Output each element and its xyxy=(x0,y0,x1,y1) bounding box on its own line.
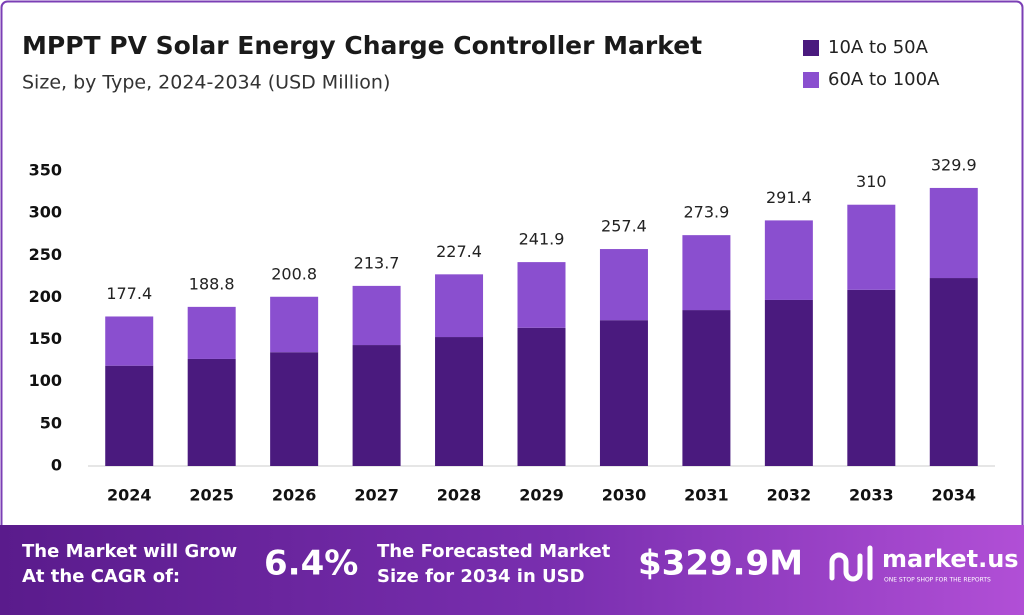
bar-segment xyxy=(105,316,154,366)
total-label: 257.4 xyxy=(601,217,647,236)
chart-title: MPPT PV Solar Energy Charge Controller M… xyxy=(22,31,702,60)
brand-name: market.us xyxy=(882,545,1019,573)
legend-label: 60A to 100A xyxy=(828,69,940,90)
bar-segment xyxy=(270,352,319,466)
bar-segment xyxy=(682,235,731,311)
x-tick-label: 2034 xyxy=(932,486,977,505)
y-tick-label: 300 xyxy=(29,203,62,222)
cagr-label: The Market will Grow xyxy=(22,541,237,562)
total-label: 227.4 xyxy=(436,242,482,261)
bar-segment xyxy=(517,262,566,328)
legend-swatch xyxy=(803,72,819,88)
legend-label: 10A to 50A xyxy=(828,37,929,58)
bar-segment xyxy=(764,299,813,466)
total-label: 213.7 xyxy=(354,253,400,272)
x-tick-label: 2027 xyxy=(354,486,399,505)
footer-band xyxy=(0,525,1024,615)
forecast-label: Size for 2034 in USD xyxy=(377,566,585,587)
total-label: 241.9 xyxy=(519,230,565,249)
y-tick-label: 0 xyxy=(51,456,62,475)
x-tick-label: 2024 xyxy=(107,486,152,505)
bar-segment xyxy=(435,274,484,338)
forecast-value: $329.9M xyxy=(638,544,803,584)
bar-segment xyxy=(682,310,731,466)
bar-segment xyxy=(929,187,978,279)
bar-segment xyxy=(847,289,896,466)
bar-segment xyxy=(352,285,401,346)
bar-segment xyxy=(352,345,401,466)
total-label: 188.8 xyxy=(189,274,235,293)
bar-segment xyxy=(764,220,813,300)
x-tick-label: 2026 xyxy=(272,486,317,505)
bar-segment xyxy=(435,337,484,466)
cagr-value: 6.4% xyxy=(264,544,358,584)
bar-segment xyxy=(270,296,319,353)
x-tick-label: 2033 xyxy=(849,486,894,505)
brand-logo xyxy=(829,545,873,582)
x-tick-label: 2031 xyxy=(684,486,729,505)
x-tick-label: 2032 xyxy=(767,486,812,505)
forecast-label: The Forecasted Market xyxy=(377,541,611,562)
bar-segment xyxy=(847,204,896,290)
bar-segment xyxy=(599,249,648,321)
bar-segment xyxy=(187,306,236,359)
x-tick-label: 2029 xyxy=(519,486,564,505)
x-tick-label: 2030 xyxy=(602,486,647,505)
legend-swatch xyxy=(803,40,819,56)
y-tick-label: 100 xyxy=(29,371,62,390)
total-label: 200.8 xyxy=(271,264,317,283)
bar-segment xyxy=(187,358,236,466)
bar-segment xyxy=(105,365,154,466)
bar-segment xyxy=(929,278,978,466)
total-label: 291.4 xyxy=(766,188,812,207)
x-tick-label: 2025 xyxy=(189,486,234,505)
bar-segment xyxy=(599,320,648,466)
cagr-label: At the CAGR of: xyxy=(22,566,180,587)
total-label: 273.9 xyxy=(684,203,730,222)
total-label: 177.4 xyxy=(106,284,152,303)
brand-tagline: ONE STOP SHOP FOR THE REPORTS xyxy=(884,577,991,584)
chart-subtitle: Size, by Type, 2024-2034 (USD Million) xyxy=(22,72,390,94)
y-tick-label: 250 xyxy=(29,245,62,264)
y-tick-label: 200 xyxy=(29,287,62,306)
total-label: 329.9 xyxy=(931,155,977,174)
y-tick-label: 50 xyxy=(40,413,62,432)
y-tick-label: 350 xyxy=(29,161,62,180)
bar-segment xyxy=(517,327,566,466)
y-tick-label: 150 xyxy=(29,329,62,348)
x-tick-label: 2028 xyxy=(437,486,482,505)
total-label: 310 xyxy=(856,172,887,191)
